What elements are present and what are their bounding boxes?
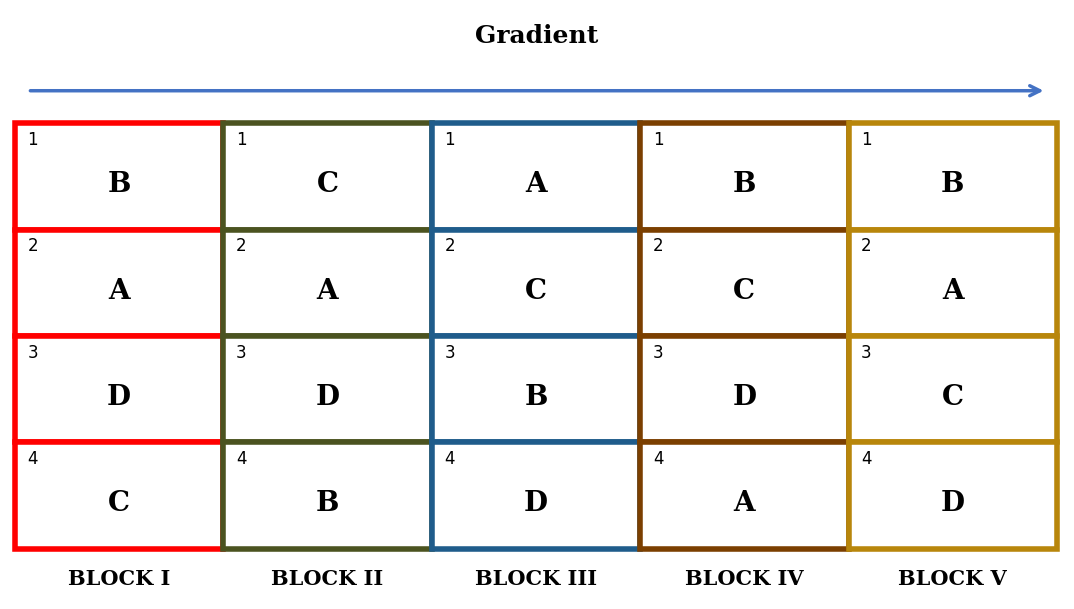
Text: A: A: [317, 278, 338, 305]
Text: Gradient: Gradient: [476, 24, 598, 49]
Bar: [640, 442, 848, 549]
Bar: [848, 336, 1057, 442]
Text: D: D: [316, 384, 339, 411]
Text: A: A: [734, 490, 755, 518]
Bar: [640, 336, 848, 442]
Text: A: A: [942, 278, 963, 305]
Text: C: C: [525, 278, 547, 305]
Text: 3: 3: [653, 343, 664, 362]
Text: 3: 3: [236, 343, 247, 362]
Text: 4: 4: [445, 450, 455, 468]
Text: B: B: [316, 490, 339, 518]
Text: 2: 2: [861, 238, 872, 255]
Bar: [15, 123, 223, 230]
Text: BLOCK IV: BLOCK IV: [685, 569, 803, 589]
Text: B: B: [107, 172, 131, 199]
Text: 3: 3: [445, 343, 455, 362]
Bar: [432, 336, 640, 442]
Text: B: B: [732, 172, 756, 199]
Text: BLOCK III: BLOCK III: [475, 569, 597, 589]
Text: 1: 1: [445, 131, 455, 149]
Text: C: C: [108, 490, 130, 518]
Bar: [223, 336, 432, 442]
Text: 2: 2: [236, 238, 247, 255]
Bar: [15, 230, 223, 336]
Bar: [223, 230, 432, 336]
Text: B: B: [941, 172, 964, 199]
Bar: [848, 123, 1057, 230]
Text: 2: 2: [445, 238, 455, 255]
Text: BLOCK V: BLOCK V: [898, 569, 1007, 589]
Bar: [432, 442, 640, 549]
Text: A: A: [525, 172, 547, 199]
Text: 4: 4: [28, 450, 38, 468]
Text: 4: 4: [653, 450, 664, 468]
Text: 1: 1: [236, 131, 247, 149]
Text: 3: 3: [28, 343, 39, 362]
Text: C: C: [942, 384, 963, 411]
Text: D: D: [941, 490, 964, 518]
Text: 1: 1: [653, 131, 664, 149]
Text: D: D: [732, 384, 756, 411]
Text: 3: 3: [861, 343, 872, 362]
Text: 4: 4: [861, 450, 872, 468]
Text: C: C: [317, 172, 338, 199]
Text: 1: 1: [861, 131, 872, 149]
Bar: [848, 230, 1057, 336]
Bar: [640, 230, 848, 336]
Text: A: A: [108, 278, 130, 305]
Text: 4: 4: [236, 450, 246, 468]
Text: D: D: [524, 490, 548, 518]
Bar: [15, 442, 223, 549]
Text: 2: 2: [28, 238, 39, 255]
Text: D: D: [107, 384, 131, 411]
Text: 2: 2: [653, 238, 664, 255]
Text: B: B: [524, 384, 548, 411]
Text: BLOCK I: BLOCK I: [68, 569, 171, 589]
Text: 1: 1: [28, 131, 39, 149]
Bar: [432, 230, 640, 336]
Text: BLOCK II: BLOCK II: [272, 569, 383, 589]
Bar: [848, 442, 1057, 549]
Bar: [15, 336, 223, 442]
Bar: [223, 123, 432, 230]
Bar: [223, 442, 432, 549]
Bar: [432, 123, 640, 230]
Bar: [640, 123, 848, 230]
Text: C: C: [734, 278, 755, 305]
